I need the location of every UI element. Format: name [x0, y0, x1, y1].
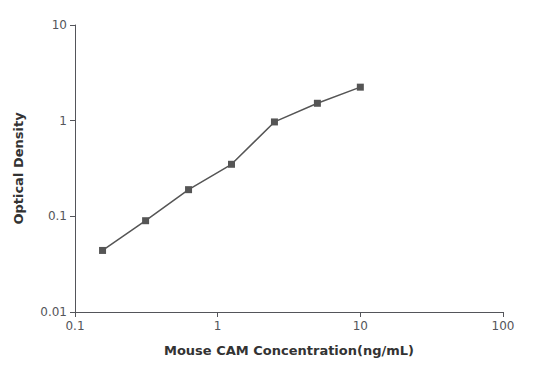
svg-text:Optical Density: Optical Density — [11, 112, 26, 225]
svg-text:Mouse CAM Concentration(ng/mL): Mouse CAM Concentration(ng/mL) — [164, 343, 414, 358]
svg-text:0.01: 0.01 — [40, 305, 67, 319]
svg-text:10: 10 — [52, 18, 67, 32]
svg-text:0.1: 0.1 — [65, 319, 84, 333]
svg-text:10: 10 — [353, 319, 368, 333]
svg-text:1: 1 — [214, 319, 222, 333]
svg-text:100: 100 — [492, 319, 515, 333]
svg-text:0.1: 0.1 — [48, 209, 67, 223]
svg-text:1: 1 — [59, 114, 67, 128]
